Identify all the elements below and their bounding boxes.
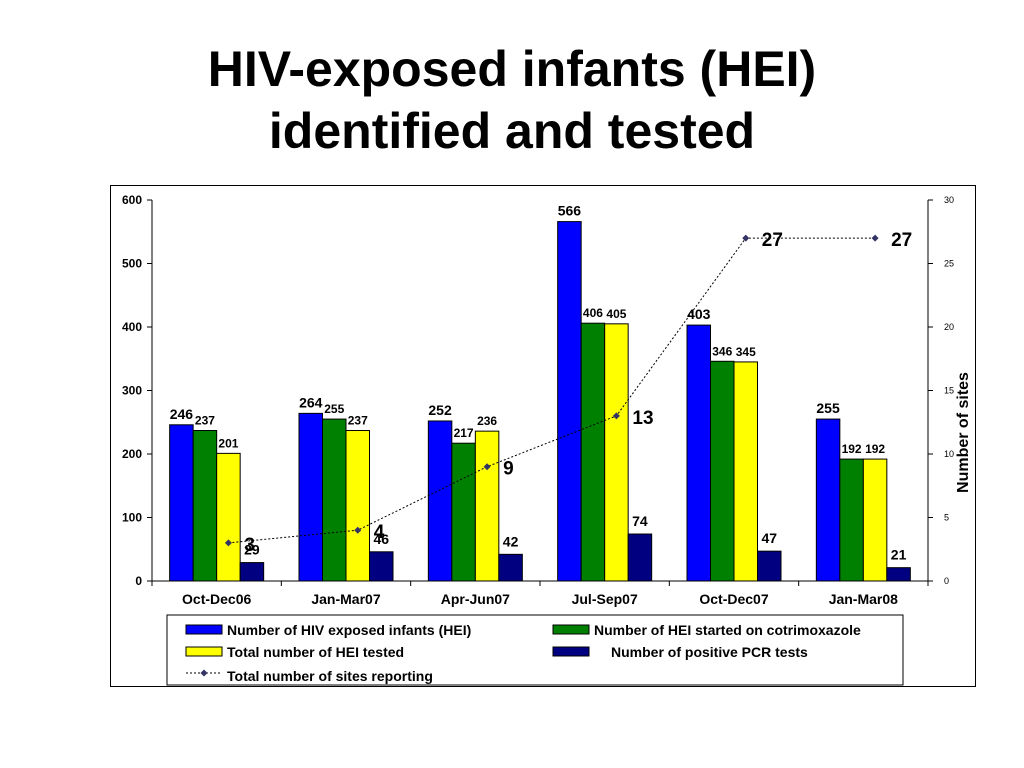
legend-swatch — [185, 624, 223, 635]
x-tick-label: Jan-Mar08 — [829, 591, 898, 607]
bar-data-label: 46 — [373, 531, 389, 547]
sites-data-label: 3 — [244, 535, 255, 556]
bar-data-label: 237 — [195, 414, 215, 428]
right-tick-label: 5 — [944, 513, 949, 523]
left-tick-label: 100 — [122, 511, 142, 525]
bar — [239, 562, 265, 582]
x-tick-label: Jan-Mar07 — [311, 591, 380, 607]
bar-data-label: 406 — [583, 306, 603, 320]
x-tick-label: Oct-Dec06 — [182, 591, 251, 607]
bar — [216, 452, 241, 582]
legend-swatch — [552, 624, 590, 635]
chart-frame — [110, 185, 976, 687]
bar — [627, 533, 653, 582]
bar-data-label: 346 — [712, 344, 732, 358]
sites-point — [612, 412, 620, 420]
bar-data-label: 192 — [842, 442, 862, 456]
title-line-1: HIV-exposed infants (HEI) — [207, 41, 817, 97]
bar — [686, 324, 711, 582]
bar-data-label: 255 — [816, 400, 840, 416]
left-tick-label: 400 — [122, 320, 142, 334]
sites-point — [483, 463, 491, 471]
sites-data-label: 27 — [762, 230, 783, 251]
bar-data-label: 201 — [218, 436, 238, 450]
bar — [604, 323, 629, 582]
right-tick-label: 25 — [944, 259, 954, 269]
title-line-2: identified and tested — [268, 103, 756, 159]
bar — [451, 442, 476, 582]
bar — [369, 551, 394, 582]
bar — [498, 553, 523, 582]
bar — [757, 550, 782, 582]
bar — [580, 322, 606, 582]
legend-swatch — [185, 646, 223, 657]
sites-data-label: 9 — [503, 459, 514, 480]
legend-box — [166, 614, 904, 686]
left-tick-label: 600 — [122, 193, 142, 207]
left-tick-label: 200 — [122, 447, 142, 461]
bar — [557, 221, 582, 582]
x-tick-label: Oct-Dec07 — [699, 591, 768, 607]
bar — [886, 567, 911, 582]
right-tick-label: 10 — [944, 449, 954, 459]
legend-label: Number of positive PCR tests — [611, 644, 808, 660]
bar-data-label: 236 — [477, 414, 497, 428]
right-tick-label: 15 — [944, 386, 954, 396]
legend-swatch — [552, 646, 590, 657]
bar-data-label: 264 — [299, 394, 323, 410]
sites-point — [354, 526, 362, 534]
sites-point — [742, 234, 750, 242]
sites-data-label: 13 — [632, 408, 653, 429]
bar — [298, 412, 323, 582]
bar-data-label: 237 — [348, 414, 368, 428]
legend-line-marker — [200, 669, 208, 677]
bar — [345, 430, 370, 582]
bar — [192, 430, 218, 582]
bar-data-label: 405 — [606, 307, 626, 321]
bar-data-label: 217 — [454, 426, 474, 440]
sites-line — [228, 237, 876, 544]
right-tick-label: 30 — [944, 195, 954, 205]
bar — [474, 430, 500, 582]
sites-point — [871, 234, 879, 242]
bar — [862, 458, 888, 582]
sites-point — [224, 539, 232, 547]
bar-data-label: 252 — [428, 402, 452, 418]
bar — [710, 360, 735, 582]
bar — [815, 418, 841, 582]
slide-title: HIV-exposed infants (HEI) identified and… — [0, 38, 1024, 162]
bar-data-label: 74 — [632, 513, 648, 529]
right-tick-label: 0 — [944, 576, 949, 586]
bar-data-label: 566 — [558, 203, 582, 219]
bar — [169, 424, 194, 582]
x-tick-label: Jul-Sep07 — [572, 591, 638, 607]
bar — [322, 418, 347, 582]
right-tick-label: 20 — [944, 322, 954, 332]
bar-data-label: 21 — [891, 547, 907, 563]
legend-label: Number of HIV exposed infants (HEI) — [227, 622, 471, 638]
bar-data-label: 47 — [761, 530, 777, 546]
right-axis-label: Number of sites — [955, 372, 972, 493]
left-tick-label: 500 — [122, 257, 142, 271]
legend-label: Total number of sites reporting — [227, 668, 433, 684]
legend-label: Total number of HEI tested — [227, 644, 404, 660]
bar-data-label: 246 — [170, 406, 194, 422]
bar-data-label: 192 — [865, 442, 885, 456]
bar-data-label: 42 — [503, 533, 519, 549]
sites-data-label: 27 — [891, 230, 912, 251]
bar — [839, 458, 864, 582]
bar-data-label: 345 — [736, 345, 756, 359]
bar — [427, 420, 453, 582]
sites-data-label: 4 — [374, 522, 385, 543]
left-tick-label: 0 — [135, 574, 142, 588]
bar — [733, 361, 758, 582]
bar-data-label: 255 — [324, 402, 344, 416]
x-tick-label: Apr-Jun07 — [441, 591, 510, 607]
bar-data-label: 403 — [687, 306, 711, 322]
bar-data-label: 29 — [244, 542, 260, 558]
legend-label: Number of HEI started on cotrimoxazole — [594, 622, 861, 638]
left-tick-label: 300 — [122, 384, 142, 398]
